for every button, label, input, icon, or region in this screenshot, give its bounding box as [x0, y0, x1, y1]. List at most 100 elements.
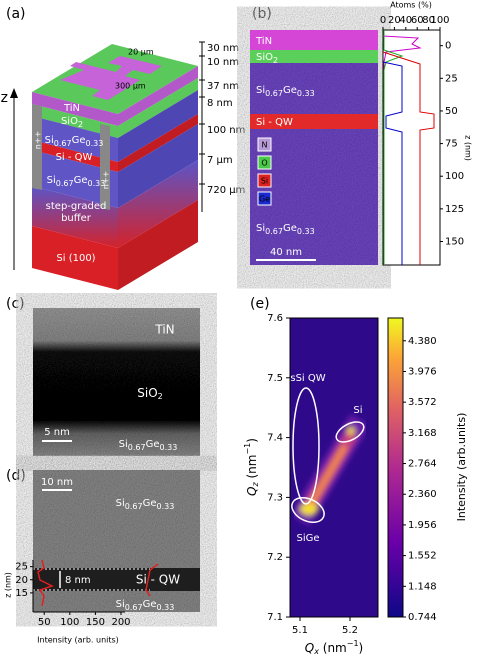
- dimension: 100 nm: [207, 125, 245, 136]
- text-part: (nm: [245, 455, 259, 483]
- layer-label: SiO2: [256, 52, 278, 65]
- heatmap-peaks: [290, 414, 370, 526]
- colorbar-tick-label: 3.572: [408, 397, 437, 408]
- x-tick-label: 100: [430, 15, 449, 26]
- text-part: 0.67: [128, 443, 146, 452]
- colorbar-tick-label: 2.360: [408, 489, 437, 500]
- side-tin: [118, 66, 198, 126]
- dimension: 7 µm: [207, 155, 233, 166]
- dimension: 8 nm: [207, 98, 233, 109]
- layer-label: buffer: [61, 213, 92, 224]
- side-sige: [118, 124, 198, 208]
- contact-label: n++: [34, 131, 43, 149]
- z-arrow: [10, 88, 18, 98]
- layer-tin: [32, 92, 118, 126]
- text-part: Ge: [143, 599, 157, 610]
- layer-label: Si0.67Ge0.33: [45, 135, 104, 148]
- layer-label: TiN: [154, 323, 174, 337]
- intensity-profile: [37, 559, 159, 607]
- x-tick-label: 200: [111, 617, 130, 628]
- axis-label: Qz (nm−1): [243, 438, 260, 496]
- x-tick-label: 5.1: [292, 625, 308, 636]
- text-part: Ge: [143, 498, 157, 509]
- text-part: 2: [78, 120, 83, 129]
- e-axes: 7.1 7.2 7.3 7.4 7.5 7.6 5.1 5.2 0.744 1.148 1.552 1…: [267, 313, 437, 636]
- text-part: Q: [245, 487, 259, 496]
- text-part: 0.67: [125, 502, 143, 511]
- axis-label: Qx (nm−1): [305, 639, 363, 656]
- dimension: 30 nm: [207, 43, 239, 54]
- legend-swatch: [257, 137, 272, 152]
- panel-label: (d): [6, 468, 26, 484]
- legend-swatch: [257, 173, 272, 188]
- text-part: SiO: [256, 52, 273, 63]
- side-buffer: [118, 160, 198, 248]
- text-part: 2: [273, 56, 278, 65]
- text-part: SiO: [61, 116, 78, 127]
- layer-label: Si (100): [56, 253, 95, 264]
- y-tick-label: 7.5: [267, 373, 283, 384]
- dimension: 20 µm: [128, 48, 154, 57]
- text-part: Si: [116, 498, 125, 509]
- d-axes: 15 20 25 50 100 150 200: [15, 560, 131, 628]
- y-tick-label: 25: [15, 562, 28, 573]
- x-tick-label: 0: [380, 15, 386, 26]
- layer-label: Si - QW: [56, 152, 93, 163]
- colorbar-tick-label: 1.956: [408, 520, 437, 531]
- layer-label: TiN: [255, 36, 272, 47]
- contact: [32, 104, 42, 190]
- y-tick-label: 50: [445, 106, 458, 117]
- panel-label: (a): [6, 6, 26, 22]
- streak: [307, 444, 348, 508]
- layer-label: Si0.67Ge0.33: [256, 223, 315, 236]
- contact: [100, 124, 110, 210]
- text-part: Si: [119, 439, 128, 450]
- legend-swatch: [257, 191, 272, 206]
- x-tick-label: 50: [38, 617, 51, 628]
- layer-label: step-graded: [46, 201, 107, 212]
- side-qw: [118, 114, 198, 172]
- y-tick-label: 20: [15, 575, 28, 586]
- text-part: 0.67: [54, 139, 72, 148]
- colorbar-tick-label: 1.552: [408, 551, 437, 562]
- x-tick-label: 100: [60, 617, 79, 628]
- ge-profile: [382, 61, 403, 265]
- text-part: 0.67: [56, 179, 74, 188]
- band-qw: [250, 114, 378, 129]
- side-substrate: [118, 200, 198, 290]
- colorbar-tick-label: 2.764: [408, 459, 437, 470]
- profile-frame: [382, 29, 441, 266]
- text-part: 0.67: [125, 603, 143, 612]
- y-tick-label: 125: [445, 204, 464, 215]
- text-part: (nm: [319, 641, 347, 655]
- peak: [347, 427, 355, 435]
- annotation: SiGe: [296, 533, 319, 544]
- layer-label: Si0.67Ge0.33: [119, 439, 178, 452]
- layer-label: SiO2: [61, 116, 83, 129]
- annotation-ellipse: [291, 496, 325, 524]
- colorbar-tick-label: 3.976: [408, 366, 437, 377]
- text-part: Si: [45, 135, 54, 146]
- layer-label: SiO2: [137, 386, 163, 401]
- layer-substrate: [32, 226, 118, 290]
- annotation-ellipse: [292, 387, 320, 505]
- text-part: SiO: [137, 386, 157, 400]
- text-part: 2: [158, 392, 163, 401]
- text-part: Ge: [72, 135, 86, 146]
- layer-label: Si0.67Ge0.33: [47, 175, 106, 188]
- x-tick-label: 5.2: [342, 625, 358, 636]
- annotation: sSi QW: [290, 373, 325, 384]
- text-part: 0.67: [265, 89, 283, 98]
- axis-label: z (nm): [464, 135, 473, 161]
- layer-sio2: [32, 104, 118, 138]
- x-tick-label: 80: [422, 15, 435, 26]
- y-tick-label: 150: [445, 237, 464, 248]
- y-tick-label: 7.3: [267, 492, 283, 503]
- text-part: Ge: [283, 85, 297, 96]
- y-tick-label: 7.6: [267, 313, 283, 324]
- text-part: Q: [305, 641, 314, 655]
- layer-label: Si - QW: [136, 573, 180, 587]
- layer-qw: [32, 140, 118, 172]
- x-tick-label: 150: [86, 617, 105, 628]
